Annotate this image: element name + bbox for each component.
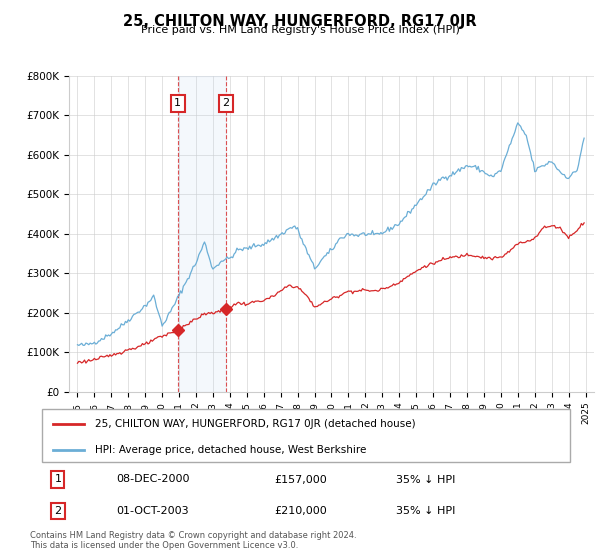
Bar — [178, 76, 226, 392]
Text: Price paid vs. HM Land Registry's House Price Index (HPI): Price paid vs. HM Land Registry's House … — [140, 25, 460, 35]
Text: £157,000: £157,000 — [274, 474, 327, 484]
Text: This data is licensed under the Open Government Licence v3.0.: This data is licensed under the Open Gov… — [30, 541, 298, 550]
Text: 2: 2 — [222, 99, 229, 108]
Text: 1: 1 — [55, 474, 61, 484]
Text: 08-DEC-2000: 08-DEC-2000 — [116, 474, 190, 484]
Text: 1: 1 — [174, 99, 181, 108]
Text: 35% ↓ HPI: 35% ↓ HPI — [396, 474, 455, 484]
Text: 01-OCT-2003: 01-OCT-2003 — [116, 506, 188, 516]
Text: 35% ↓ HPI: 35% ↓ HPI — [396, 506, 455, 516]
Text: 2: 2 — [54, 506, 61, 516]
Text: 25, CHILTON WAY, HUNGERFORD, RG17 0JR (detached house): 25, CHILTON WAY, HUNGERFORD, RG17 0JR (d… — [95, 419, 415, 429]
FancyBboxPatch shape — [42, 409, 570, 462]
Text: £210,000: £210,000 — [274, 506, 327, 516]
Text: Contains HM Land Registry data © Crown copyright and database right 2024.: Contains HM Land Registry data © Crown c… — [30, 531, 356, 540]
Text: 25, CHILTON WAY, HUNGERFORD, RG17 0JR: 25, CHILTON WAY, HUNGERFORD, RG17 0JR — [123, 14, 477, 29]
Text: HPI: Average price, detached house, West Berkshire: HPI: Average price, detached house, West… — [95, 445, 366, 455]
